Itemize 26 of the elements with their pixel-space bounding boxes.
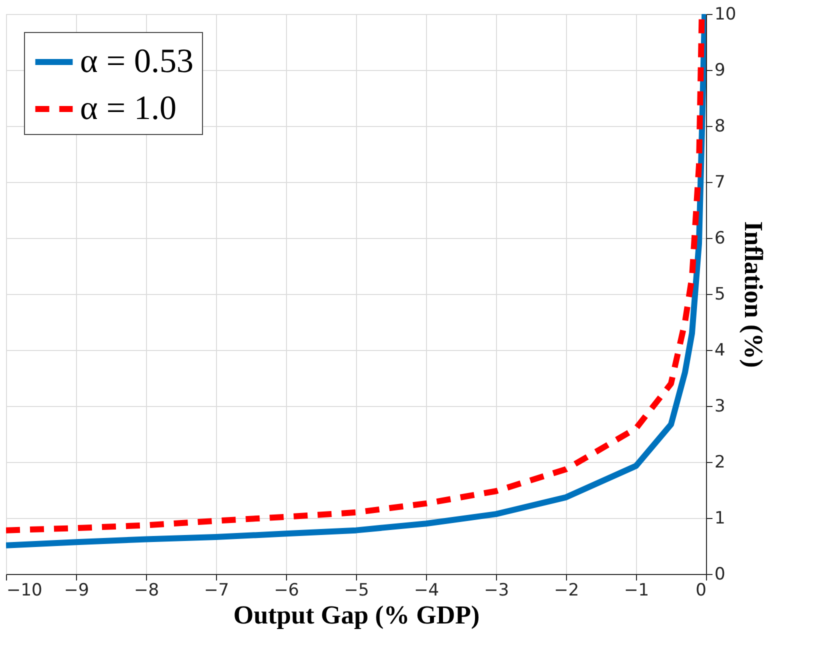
x-axis-title: Output Gap (% GDP) — [233, 600, 480, 630]
y-tick-label: 3 — [714, 396, 726, 416]
x-tick-label: −6 — [274, 580, 300, 600]
x-tick-label: −1 — [624, 580, 650, 600]
y-tick-label: 6 — [714, 228, 726, 248]
y-tick-label: 7 — [714, 172, 726, 192]
y-tick-label: 1 — [714, 508, 726, 528]
y-tick-label: 0 — [714, 564, 726, 584]
x-tick-label: −9 — [64, 580, 90, 600]
y-tick-label: 2 — [714, 452, 726, 472]
x-tick-label: 0 — [696, 580, 706, 600]
x-tick-label: −3 — [484, 580, 510, 600]
y-tick-label: 9 — [714, 60, 726, 80]
x-tick-label: −8 — [134, 580, 160, 600]
x-tick-label: −4 — [414, 580, 440, 600]
x-tick-label: −7 — [204, 580, 230, 600]
y-axis-title: Inflation (%) — [739, 221, 768, 368]
y-tick-label: 10 — [714, 4, 736, 24]
y-tick-label: 8 — [714, 116, 726, 136]
legend-label: α = 1.0 — [80, 90, 176, 127]
y-tick-label: 4 — [714, 340, 726, 360]
x-tick-label: −2 — [554, 580, 580, 600]
x-tick-label: −10 — [6, 580, 42, 600]
legend-label: α = 0.53 — [80, 43, 194, 80]
x-tick-label: −5 — [344, 580, 370, 600]
y-tick-label: 5 — [714, 284, 726, 304]
